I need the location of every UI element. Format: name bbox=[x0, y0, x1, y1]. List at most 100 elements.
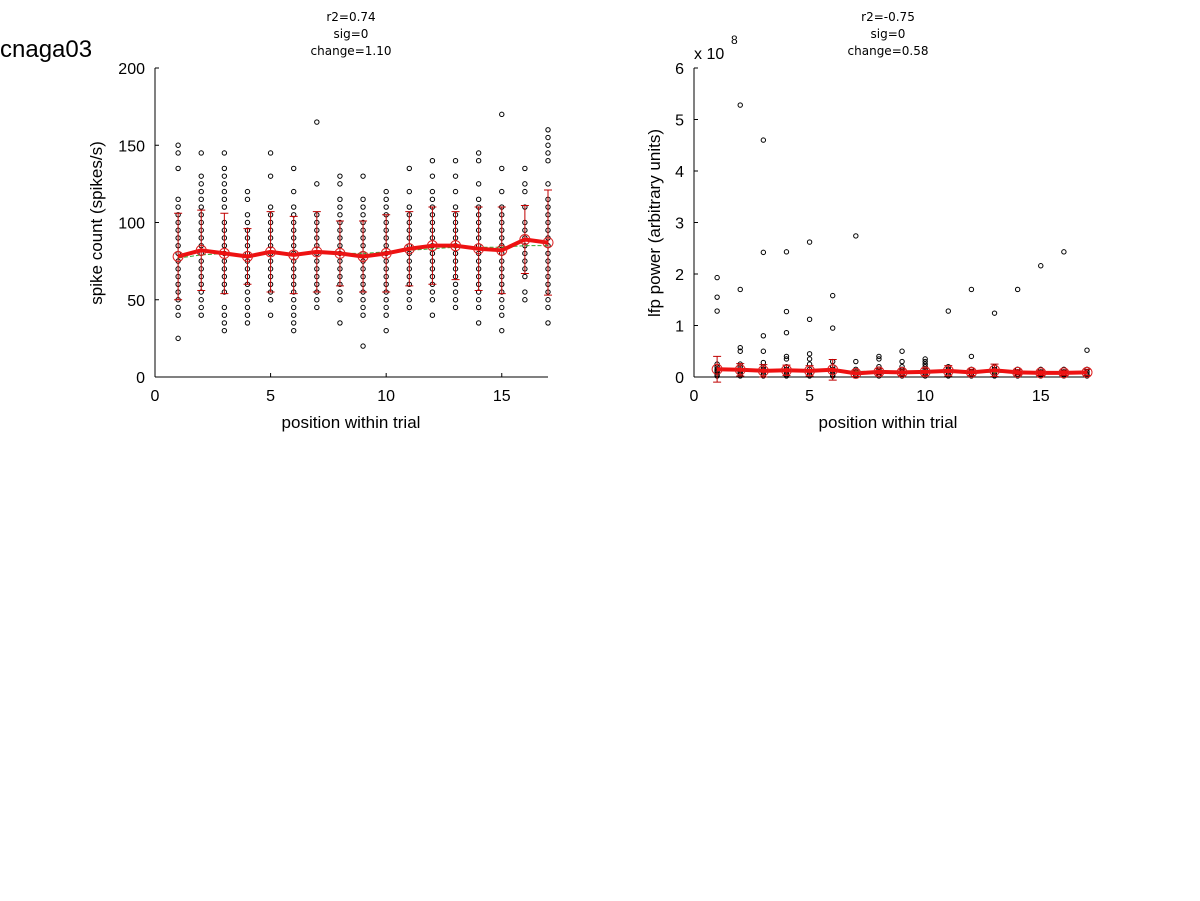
panel-1-data-point bbox=[244, 219, 251, 226]
panel-1-data-point bbox=[383, 204, 389, 210]
panel-2-mean-marker bbox=[896, 366, 908, 378]
panel-2-data-point bbox=[1061, 249, 1067, 255]
panel-1-y-tick-label: 0 bbox=[136, 370, 145, 387]
panel-2-data-point bbox=[783, 330, 790, 336]
panel-1-data-point bbox=[244, 312, 251, 318]
panel-2-data-point bbox=[806, 356, 813, 362]
panel-2-data-point bbox=[830, 292, 836, 299]
panel-1-mean-marker bbox=[241, 250, 253, 262]
panel-1-data-point bbox=[522, 297, 528, 303]
panel-2-data-point bbox=[760, 348, 767, 354]
sheet-title: cnaga03 bbox=[0, 36, 92, 63]
panel-1-mean-marker bbox=[496, 244, 508, 256]
panel-2-mean-line bbox=[717, 367, 1088, 376]
panel-2-data-point bbox=[760, 333, 767, 339]
panel-1-data-point bbox=[267, 204, 274, 210]
panel-1-data-point bbox=[499, 312, 505, 318]
panel-2-title-line-2: sig=0 bbox=[871, 27, 906, 41]
panel-1-data-point bbox=[383, 188, 389, 195]
panel-2-mean-marker bbox=[1058, 367, 1070, 379]
panel-1-mean-marker bbox=[288, 249, 300, 261]
panel-1-mean-marker bbox=[218, 247, 230, 259]
panel-2-mean-marker bbox=[734, 364, 746, 376]
panel-1-data-point bbox=[475, 297, 482, 303]
panel-2-data-point bbox=[922, 356, 928, 362]
panel-2-data-point bbox=[899, 348, 905, 354]
panel-1-data-point bbox=[267, 150, 274, 156]
panel-1-data-point bbox=[522, 289, 528, 295]
panel-2-data-point bbox=[853, 358, 859, 365]
panel-1-data-point bbox=[383, 312, 389, 318]
panel-2-x-tick-label: 0 bbox=[690, 388, 699, 405]
panel-1-data-point bbox=[475, 196, 482, 203]
panel-1-data-point bbox=[475, 320, 482, 326]
panel-1-data-point bbox=[175, 196, 181, 203]
panel-1-y-tick-label: 150 bbox=[118, 138, 145, 155]
panel-1-data-point bbox=[291, 320, 297, 326]
panel-2-data-point bbox=[876, 356, 882, 362]
panel-2-data-point bbox=[760, 137, 767, 143]
panel-2-data-point bbox=[899, 358, 905, 365]
panel-1-mean-line bbox=[177, 237, 549, 259]
panel-1-data-point bbox=[175, 165, 181, 172]
panel-1-data-point bbox=[360, 304, 366, 311]
panel-1-data-point bbox=[175, 142, 181, 148]
panel-2-data-point bbox=[714, 294, 720, 300]
panel-1-data-point bbox=[475, 158, 482, 164]
panel-2-data-point bbox=[922, 361, 928, 367]
panel-1-data-point bbox=[314, 304, 320, 311]
panel-2-data-point bbox=[853, 233, 859, 239]
panel-1-data-point bbox=[337, 212, 343, 218]
panel-2-data-point bbox=[737, 348, 743, 354]
panel-1-data-point bbox=[360, 212, 366, 218]
panel-1-data-point bbox=[244, 289, 251, 295]
panel-1-data-point bbox=[291, 204, 297, 210]
panel-1-title-line-2: sig=0 bbox=[334, 27, 369, 41]
panel-1-x-tick-label: 5 bbox=[266, 388, 275, 405]
panel-1-data-point bbox=[221, 150, 228, 156]
panel-1-data-point bbox=[291, 165, 297, 172]
panel-1-data-point bbox=[452, 297, 459, 303]
panel-2-data-point bbox=[968, 353, 975, 360]
panel-1-data-point bbox=[360, 204, 366, 210]
panel-2-x-tick-label: 10 bbox=[916, 388, 934, 405]
panel-1-data-point bbox=[499, 297, 505, 303]
panel-2-exponent-label: x 10 bbox=[694, 46, 724, 63]
panel-2-data-point bbox=[991, 310, 998, 316]
panel-1-data-point bbox=[406, 204, 412, 210]
panel-1-data-point bbox=[175, 304, 181, 311]
panel-2-x-tick-label: 15 bbox=[1032, 388, 1050, 405]
panel-2-y-tick-label: 2 bbox=[675, 267, 684, 284]
panel-1-data-point bbox=[198, 297, 204, 303]
panel-1-data-point bbox=[337, 173, 343, 179]
panel-2-data-point bbox=[737, 344, 743, 351]
panel-1-data-point bbox=[406, 289, 412, 295]
panel-1-mean-marker bbox=[380, 247, 392, 259]
panel-1-data-point bbox=[499, 304, 505, 311]
panel-1-data-point bbox=[475, 150, 482, 156]
panel-2-mean-marker bbox=[1035, 367, 1047, 379]
panel-1-data-point bbox=[198, 196, 204, 203]
panel-1-data-point bbox=[383, 304, 389, 311]
panel-2-y-tick-label: 5 bbox=[675, 113, 684, 130]
panel-2-data-point bbox=[922, 358, 928, 365]
panel-1-data-point bbox=[522, 181, 528, 187]
panel-2-mean-marker bbox=[780, 364, 792, 376]
panel-2-data-point bbox=[783, 356, 790, 362]
panel-1-data-point bbox=[314, 297, 320, 303]
panel-1-data-point bbox=[429, 173, 436, 179]
panel-1-mean-marker bbox=[334, 247, 346, 259]
panel-2-data-point bbox=[945, 308, 951, 314]
panel-1-data-point bbox=[429, 158, 436, 164]
panel-1-data-point bbox=[337, 181, 343, 187]
panel-1-data-point bbox=[221, 204, 228, 210]
panel-1-mean-marker bbox=[426, 240, 438, 252]
panel-1-data-point bbox=[360, 297, 366, 303]
panel-2-y-tick-label: 1 bbox=[675, 319, 684, 336]
panel-2-y-tick-label: 3 bbox=[675, 216, 684, 233]
panel-1-data-point bbox=[291, 297, 297, 303]
panel-2-data-point bbox=[806, 316, 813, 323]
panel-2-y-tick-label: 6 bbox=[675, 61, 684, 78]
panel-2-data-point bbox=[760, 249, 767, 256]
